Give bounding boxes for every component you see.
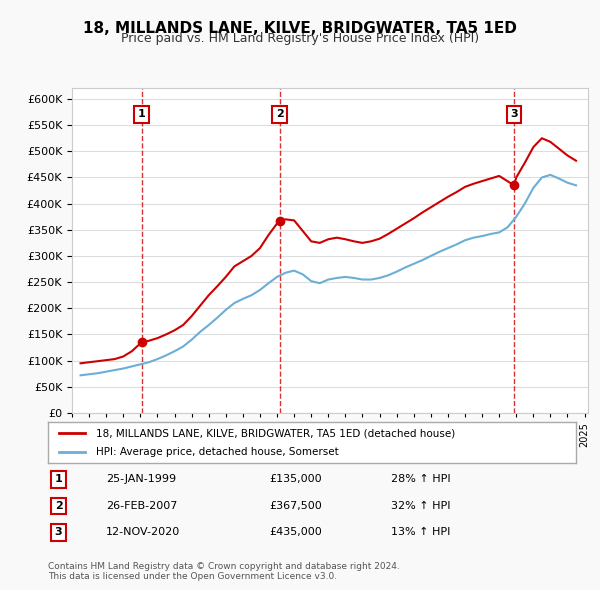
Text: HPI: Average price, detached house, Somerset: HPI: Average price, detached house, Some… — [95, 447, 338, 457]
Text: 12-NOV-2020: 12-NOV-2020 — [106, 527, 181, 537]
Text: Contains HM Land Registry data © Crown copyright and database right 2024.: Contains HM Land Registry data © Crown c… — [48, 562, 400, 571]
Text: £367,500: £367,500 — [270, 501, 323, 511]
Text: Price paid vs. HM Land Registry's House Price Index (HPI): Price paid vs. HM Land Registry's House … — [121, 32, 479, 45]
Text: 26-FEB-2007: 26-FEB-2007 — [106, 501, 178, 511]
Text: 3: 3 — [55, 527, 62, 537]
Text: 2: 2 — [276, 110, 283, 119]
Text: 1: 1 — [137, 110, 145, 119]
Text: 28% ↑ HPI: 28% ↑ HPI — [391, 474, 451, 484]
Text: 2: 2 — [55, 501, 62, 511]
Text: £135,000: £135,000 — [270, 474, 322, 484]
Text: This data is licensed under the Open Government Licence v3.0.: This data is licensed under the Open Gov… — [48, 572, 337, 581]
Text: 1: 1 — [55, 474, 62, 484]
Text: 32% ↑ HPI: 32% ↑ HPI — [391, 501, 451, 511]
Text: 3: 3 — [510, 110, 518, 119]
Text: £435,000: £435,000 — [270, 527, 323, 537]
Text: 18, MILLANDS LANE, KILVE, BRIDGWATER, TA5 1ED: 18, MILLANDS LANE, KILVE, BRIDGWATER, TA… — [83, 21, 517, 35]
Text: 25-JAN-1999: 25-JAN-1999 — [106, 474, 176, 484]
Text: 13% ↑ HPI: 13% ↑ HPI — [391, 527, 451, 537]
Text: 18, MILLANDS LANE, KILVE, BRIDGWATER, TA5 1ED (detached house): 18, MILLANDS LANE, KILVE, BRIDGWATER, TA… — [95, 428, 455, 438]
